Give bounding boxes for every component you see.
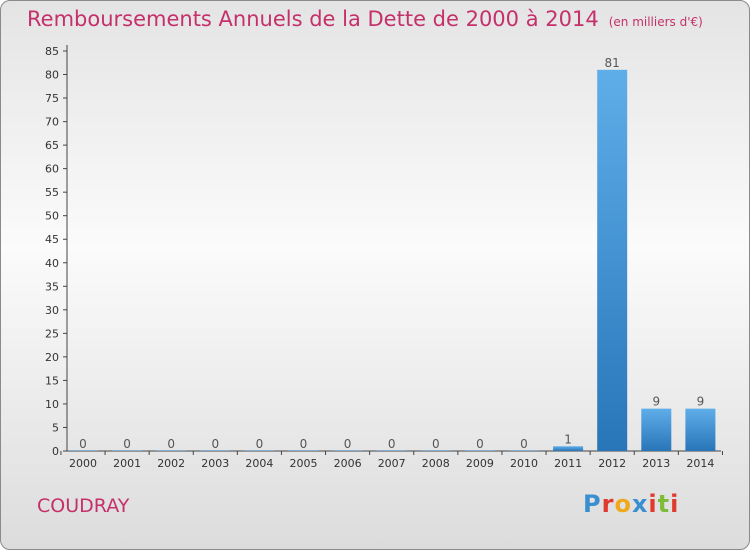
x-tick-label: 2011 [554,457,582,470]
x-tick-label: 2000 [69,457,97,470]
place-name: COUDRAY [37,495,130,517]
x-tick-label: 2007 [378,457,406,470]
y-tick-label: 50 [45,210,59,223]
bar [376,450,407,451]
data-label: 0 [79,437,87,451]
x-tick-label: 2010 [510,457,538,470]
data-label: 0 [123,437,131,451]
y-tick-label: 15 [45,374,59,387]
bar [597,69,628,451]
x-tick-label: 2006 [334,457,362,470]
bar [112,450,143,451]
y-tick-label: 30 [45,304,59,317]
bar [288,450,319,451]
data-label: 0 [476,437,484,451]
data-label: 0 [300,437,308,451]
x-tick-label: 2005 [290,457,318,470]
data-label: 0 [167,437,175,451]
unit-label: (en milliers d'€) [608,15,703,29]
logo-letter: i [670,490,680,518]
bar [641,408,672,451]
bar [156,450,187,451]
y-tick-label: 35 [45,280,59,293]
bar [332,450,363,451]
x-tick-label: 2008 [422,457,450,470]
y-tick-label: 75 [45,92,59,105]
data-label: 81 [605,56,620,70]
bar [200,450,231,451]
data-label: 0 [211,437,219,451]
data-label: 0 [388,437,396,451]
data-labels: 0 0 0 0 0 0 0 0 0 0 0 1 81 9 9 [79,56,704,451]
x-axis: 2000 2001 2002 2003 2004 2005 2006 2007 2008 2009… [60,450,723,470]
chart-title: Remboursements Annuels de la Dette de 20… [27,7,703,31]
data-label: 0 [432,437,440,451]
logo-letter: o [614,490,632,518]
y-axis: 0 5 10 15 20 25 30 35 40 45 50 55 60 65 70 75 80 85 [45,45,68,458]
y-tick-label: 20 [45,351,59,364]
logo-letter: r [601,490,615,518]
bar [464,450,495,451]
bar [553,446,584,451]
bar [68,450,98,451]
y-tick-label: 65 [45,139,59,152]
x-tick-label: 2012 [598,457,626,470]
y-tick-label: 40 [45,257,59,270]
x-tick-label: 2013 [642,457,670,470]
data-label: 0 [256,437,264,451]
x-tick-label: 2003 [201,457,229,470]
y-tick-label: 80 [45,69,59,82]
data-label: 9 [652,395,660,409]
data-label: 9 [697,395,705,409]
x-tick-label: 2002 [157,457,185,470]
data-label: 1 [564,432,572,446]
x-tick-label: 2014 [686,457,714,470]
chart-title-text: Remboursements Annuels de la Dette de 20… [27,7,599,31]
logo-letter: x [631,490,649,518]
x-tick-label: 2004 [245,457,273,470]
logo-letter: i [648,490,658,518]
y-tick-label: 25 [45,327,59,340]
y-tick-label: 45 [45,233,59,246]
logo-letter: t [657,490,671,518]
x-tick-label: 2009 [466,457,494,470]
bar [244,450,275,451]
y-tick-label: 55 [45,186,59,199]
y-tick-label: 70 [45,116,59,129]
data-label: 0 [344,437,352,451]
bars [68,69,716,451]
bar [685,408,716,451]
proxiti-logo[interactable]: Proxiti [583,490,679,518]
y-tick-label: 5 [52,421,59,434]
x-tick-label: 2001 [113,457,141,470]
bar [509,450,539,451]
bar [420,450,451,451]
y-tick-label: 60 [45,163,59,176]
data-label: 0 [520,437,528,451]
y-tick-label: 85 [45,45,59,58]
y-tick-label: 0 [52,445,59,458]
y-tick-label: 10 [45,398,59,411]
logo-letter: P [583,490,602,518]
